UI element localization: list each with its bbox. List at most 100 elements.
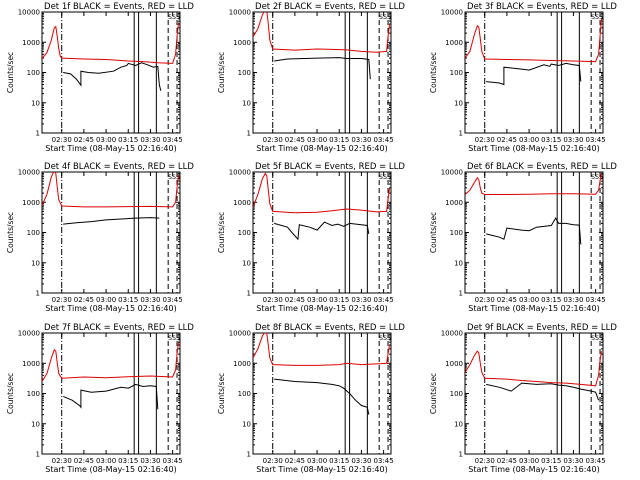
x-tick-label: 03:30 [563, 296, 583, 304]
x-axis-label: Start Time (08-May-15 02:16:40) [468, 304, 599, 313]
plot-frame [464, 11, 604, 134]
corner-label: S [379, 14, 383, 21]
x-tick-label: 02:30 [52, 296, 72, 304]
panel-title: Det 6f BLACK = Events, RED = LLD [467, 162, 617, 172]
series-line-events [274, 57, 371, 80]
x-tick-label: 03:00 [519, 457, 539, 465]
corner-label: S [383, 174, 387, 181]
y-axis-label: Counts/sec [6, 52, 15, 93]
y-tick-label: 10000 [441, 330, 463, 338]
corner-label: S [387, 174, 391, 181]
x-tick-label: 03:45 [374, 457, 394, 465]
y-tick-label: 100 [27, 390, 40, 398]
x-tick-label: 02:45 [74, 296, 94, 304]
x-tick-label: 03:00 [307, 136, 327, 144]
chart-panel-6f: Det 6f BLACK = Events, RED = LLD 1 10 100 10… [429, 162, 617, 313]
corner-label: S [383, 14, 387, 21]
y-tick-label: 10 [31, 259, 40, 267]
plot-frame [252, 332, 392, 455]
y-tick-label: 1 [36, 451, 40, 459]
x-tick-label: 02:30 [263, 457, 283, 465]
x-tick-label: 03:15 [329, 136, 349, 144]
plot-frame [252, 11, 392, 134]
x-axis-label: Start Time (08-May-15 02:16:40) [256, 465, 387, 474]
x-tick-label: 03:00 [96, 457, 116, 465]
corner-label: S [595, 174, 599, 181]
chart-panel-4f: Det 4f BLACK = Events, RED = LLD 1 10 100 10… [6, 162, 194, 313]
corner-label: S [379, 335, 383, 342]
x-tick-label: 03:45 [374, 136, 394, 144]
x-tick-label: 02:45 [497, 457, 517, 465]
y-tick-label: 10000 [441, 169, 463, 177]
x-tick-label: 02:45 [497, 136, 517, 144]
series-line-lld [42, 172, 179, 208]
x-axis-label: Start Time (08-May-15 02:16:40) [45, 304, 176, 313]
x-tick-label: 03:15 [541, 296, 561, 304]
corner-label: S [176, 335, 180, 342]
y-tick-label: 1 [247, 451, 251, 459]
x-tick-label: 03:15 [118, 136, 138, 144]
y-axis-label: Counts/sec [429, 52, 438, 93]
corner-label: S [168, 335, 172, 342]
series-line-lld [42, 22, 179, 64]
plot-frame [252, 171, 392, 294]
y-tick-label: 10 [31, 99, 40, 107]
y-tick-label: 10000 [441, 9, 463, 17]
plot-frame [464, 171, 604, 294]
y-tick-label: 100 [450, 229, 463, 237]
y-axis-label: Counts/sec [6, 212, 15, 253]
x-tick-label: 02:30 [52, 136, 72, 144]
x-tick-label: 03:15 [118, 457, 138, 465]
y-tick-label: 10000 [229, 9, 251, 17]
y-tick-label: 100 [238, 390, 251, 398]
x-tick-label: 03:45 [586, 457, 606, 465]
x-axis-label: Start Time (08-May-15 02:16:40) [45, 465, 176, 474]
chart-panel-8f: Det 8f BLACK = Events, RED = LLD 1 10 100 10… [217, 323, 405, 474]
y-tick-label: 10 [242, 99, 251, 107]
series-line-lld [465, 350, 602, 387]
panel-title: Det 5f BLACK = Events, RED = LLD [255, 162, 405, 172]
corner-label: S [172, 335, 176, 342]
y-tick-label: 100 [450, 69, 463, 77]
x-tick-label: 03:30 [563, 136, 583, 144]
x-tick-label: 02:30 [475, 296, 495, 304]
y-axis-label: Counts/sec [429, 373, 438, 414]
chart-panel-9f: Det 9f BLACK = Events, RED = LLD 1 10 100 10… [429, 323, 617, 474]
x-tick-label: 02:45 [285, 457, 305, 465]
y-tick-label: 100 [450, 390, 463, 398]
y-tick-label: 1 [247, 290, 251, 298]
corner-label: S [591, 174, 595, 181]
x-tick-label: 03:15 [118, 296, 138, 304]
y-tick-label: 1000 [445, 199, 463, 207]
x-axis-label: Start Time (08-May-15 02:16:40) [468, 144, 599, 153]
panel-title: Det 9f BLACK = Events, RED = LLD [467, 323, 617, 333]
y-tick-label: 100 [238, 69, 251, 77]
x-tick-label: 03:30 [563, 457, 583, 465]
series-line-events [486, 217, 582, 245]
plot-frame [41, 332, 181, 455]
x-tick-label: 02:45 [497, 296, 517, 304]
panel-title: Det 7f BLACK = Events, RED = LLD [44, 323, 194, 333]
x-axis-label: Start Time (08-May-15 02:16:40) [468, 465, 599, 474]
x-tick-label: 02:45 [74, 136, 94, 144]
corner-label: S [595, 14, 599, 21]
corner-label: S [591, 14, 595, 21]
series-line-events [486, 382, 600, 401]
series-line-events [63, 383, 159, 410]
y-tick-label: 10000 [18, 9, 40, 17]
x-tick-label: 03:45 [163, 296, 183, 304]
y-tick-label: 1000 [445, 39, 463, 47]
series-line-lld [253, 333, 390, 366]
panel-title: Det 1f BLACK = Events, RED = LLD [44, 2, 194, 12]
panel-title: Det 8f BLACK = Events, RED = LLD [255, 323, 405, 333]
chart-panel-1f: Det 1f BLACK = Events, RED = LLD 1 10 100 10… [6, 2, 194, 153]
y-tick-label: 10000 [18, 169, 40, 177]
y-tick-label: 1000 [22, 360, 40, 368]
corner-label: S [383, 335, 387, 342]
x-tick-label: 03:00 [307, 296, 327, 304]
x-axis-label: Start Time (08-May-15 02:16:40) [45, 144, 176, 153]
x-tick-label: 03:00 [96, 136, 116, 144]
y-tick-label: 10 [454, 259, 463, 267]
x-tick-label: 03:15 [329, 457, 349, 465]
